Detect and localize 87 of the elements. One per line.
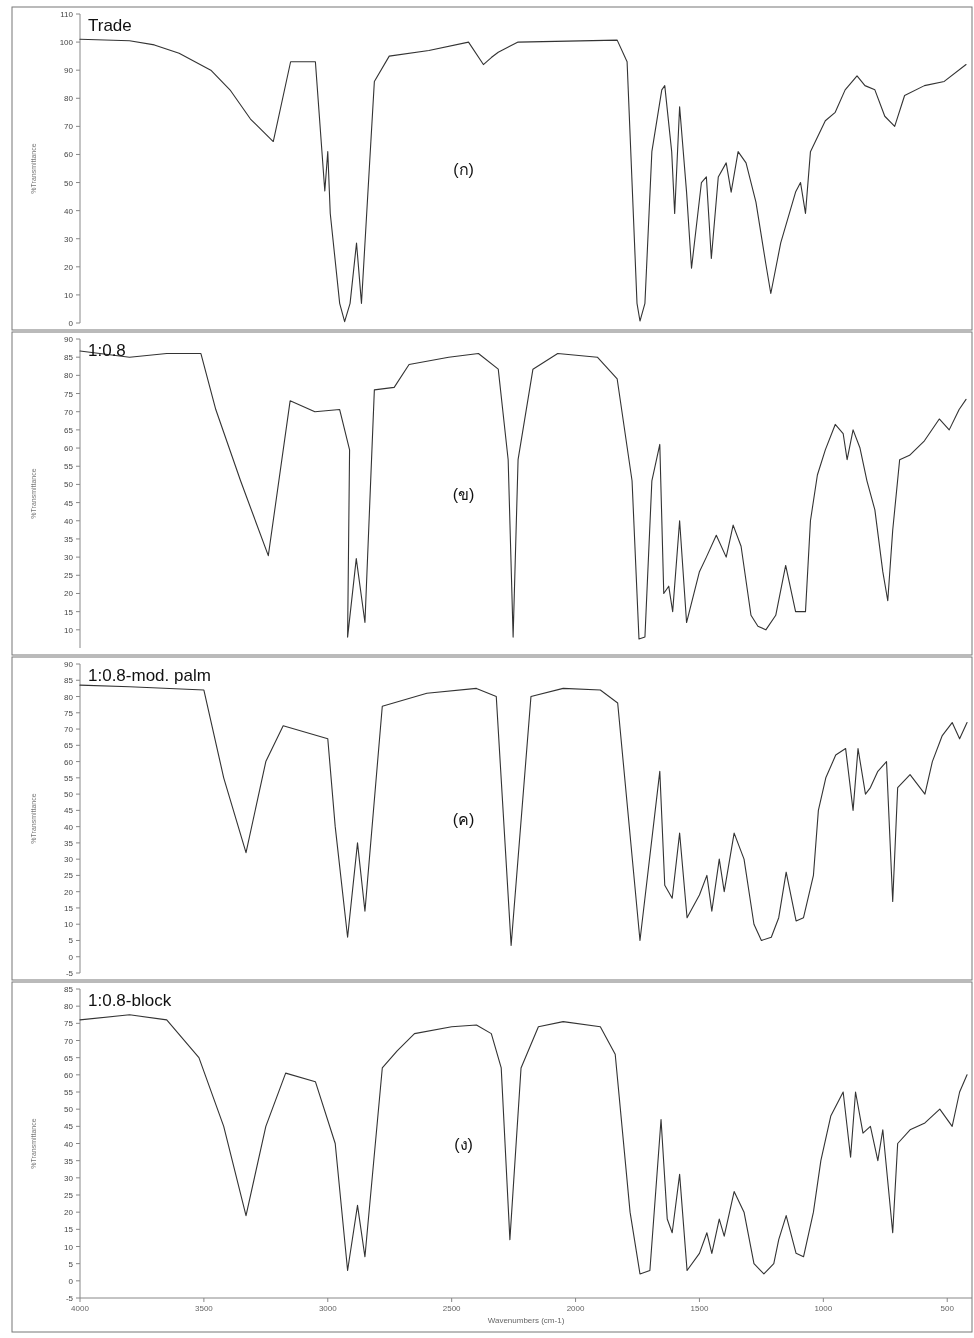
y-tick-label: 85	[64, 676, 74, 686]
x-tick-label: 2000	[566, 1304, 585, 1313]
y-tick-label: 20	[64, 887, 74, 897]
y-tick-label: 60	[64, 757, 74, 767]
y-tick-label: 15	[64, 1225, 74, 1235]
y-tick-label: 50	[64, 790, 74, 800]
y-tick-label: 35	[64, 1156, 74, 1166]
y-tick-label: 25	[64, 1191, 74, 1200]
y-tick-label: 45	[64, 806, 74, 816]
y-tick-label: 65	[64, 741, 74, 751]
y-tick-label: 45	[64, 1122, 74, 1132]
y-tick-label: 55	[64, 773, 74, 783]
y-tick-label: 60	[64, 444, 74, 454]
x-tick-label: 2500	[442, 1304, 462, 1313]
annotation: (ค)	[452, 810, 475, 828]
chart-title: 1:0.8-mod. palm	[88, 666, 211, 685]
chart-title: 1:0.8-block	[88, 991, 172, 1010]
y-tick-label: 70	[64, 1036, 74, 1046]
x-tick-label: 3500	[194, 1304, 214, 1313]
y-tick-label: 55	[64, 462, 74, 472]
x-tick-label: 1500	[690, 1304, 709, 1313]
y-tick-label: 75	[64, 708, 74, 718]
y-tick-label: -5	[65, 969, 74, 978]
y-tick-label: 75	[64, 1019, 74, 1029]
y-tick-label: 30	[64, 1173, 74, 1183]
y-tick-label: 85	[64, 985, 74, 994]
y-tick-label: 80	[64, 1002, 74, 1012]
chart-title: Trade	[88, 16, 132, 35]
y-tick-label: 70	[64, 407, 74, 417]
y-tick-label: 45	[64, 498, 74, 508]
y-tick-label: 15	[64, 607, 74, 617]
y-tick-label: 110	[60, 10, 74, 19]
y-tick-label: 75	[64, 389, 74, 399]
y-tick-label: 65	[64, 1053, 74, 1063]
y-tick-label: 70	[64, 122, 74, 132]
y-tick-label: 0	[68, 1276, 74, 1286]
y-tick-label: 90	[64, 66, 74, 76]
y-tick-label: 90	[64, 335, 74, 344]
y-tick-label: 80	[64, 692, 74, 702]
y-tick-label: 5	[68, 936, 74, 946]
x-tick-label: 1000	[814, 1304, 833, 1313]
y-tick-label: 30	[64, 855, 74, 865]
x-axis-title: Wavenumbers (cm-1)	[487, 1316, 565, 1325]
y-tick-label: 10	[64, 625, 74, 635]
annotation: (ง)	[454, 1135, 473, 1153]
y-tick-label: 25	[64, 571, 74, 581]
y-tick-label: 10	[64, 290, 74, 300]
y-tick-label: 50	[64, 480, 74, 490]
y-tick-label: 40	[64, 822, 74, 832]
y-tick-label: 85	[64, 353, 74, 363]
y-tick-label: 10	[64, 920, 74, 930]
y-tick-label: 40	[64, 1139, 74, 1149]
y-tick-label: 10	[64, 1242, 74, 1252]
x-tick-label: 500	[940, 1304, 955, 1313]
y-tick-label: 15	[64, 903, 74, 913]
y-tick-label: 30	[64, 234, 74, 244]
y-tick-label: 60	[64, 150, 74, 160]
y-tick-label: 35	[64, 838, 74, 848]
y-tick-label: 0	[68, 319, 74, 328]
y-tick-label: -5	[65, 1294, 74, 1303]
y-tick-label: 80	[64, 371, 74, 381]
y-tick-label: 70	[64, 725, 74, 735]
y-tick-label: 40	[64, 516, 74, 526]
y-tick-label: 40	[64, 206, 74, 216]
y-tick-label: 80	[64, 94, 74, 104]
line-series	[79, 38, 967, 323]
annotation: (ข)	[452, 485, 475, 503]
y-tick-label: 65	[64, 425, 74, 435]
y-tick-label: 20	[64, 589, 74, 599]
y-tick-label: 5	[68, 1259, 74, 1269]
y-tick-label: 30	[64, 553, 74, 563]
x-tick-label: 4000	[71, 1304, 90, 1313]
y-tick-label: 55	[64, 1088, 74, 1097]
y-tick-label: 20	[64, 262, 74, 272]
y-tick-label: 35	[64, 534, 74, 544]
y-tick-label: 50	[64, 178, 74, 188]
y-tick-label: 0	[68, 952, 74, 962]
x-tick-label: 3000	[318, 1304, 338, 1313]
y-tick-label: 90	[64, 660, 74, 669]
y-tick-label: 100	[59, 38, 74, 48]
annotation: (ก)	[453, 160, 474, 178]
line-series	[79, 684, 968, 946]
y-tick-label: 25	[64, 871, 74, 881]
y-tick-label: 50	[64, 1105, 74, 1115]
line-series	[79, 1014, 968, 1275]
y-tick-label: 60	[64, 1070, 74, 1080]
y-tick-label: 20	[64, 1208, 74, 1218]
